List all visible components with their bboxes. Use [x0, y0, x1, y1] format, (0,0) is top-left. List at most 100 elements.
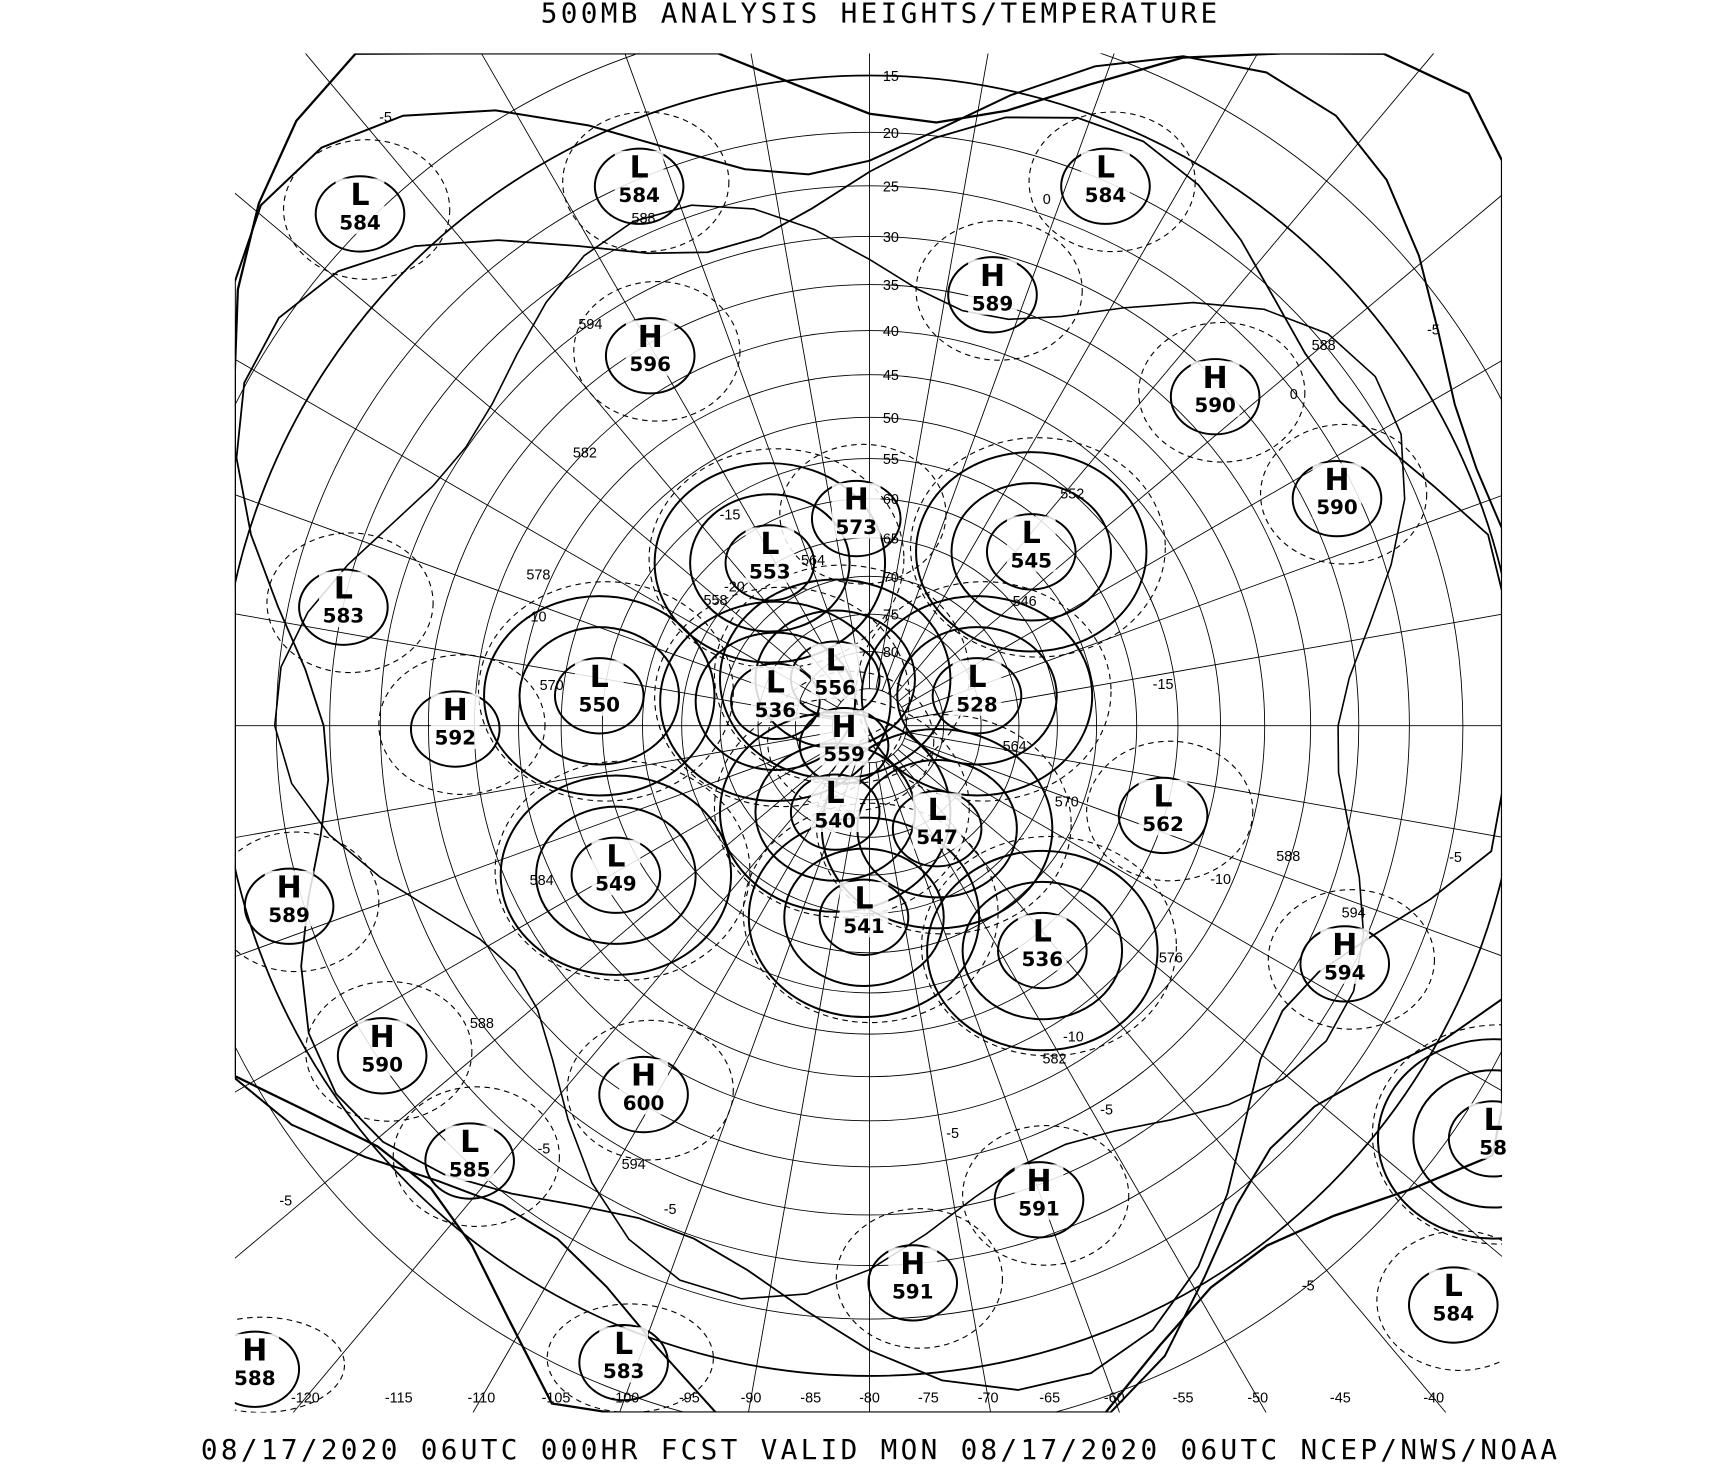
- label-background: [1468, 1103, 1518, 1159]
- latitude-label: 50: [883, 411, 899, 427]
- meridian-line: [619, 760, 858, 1413]
- center-height-value: 590: [361, 1053, 403, 1076]
- height-contour: [598, 1055, 689, 1134]
- height-contour-label: 588: [1312, 338, 1336, 354]
- low-symbol: L: [606, 839, 625, 874]
- low-symbol: L: [1096, 150, 1115, 185]
- low-symbol: L: [967, 660, 986, 695]
- low-symbol: L: [928, 793, 947, 828]
- height-contour: [891, 790, 983, 868]
- low-pressure-center: L58: [1468, 1103, 1518, 1159]
- label-background: [599, 1327, 648, 1383]
- high-symbol: H: [242, 1333, 267, 1368]
- meridian-line: [905, 613, 1503, 720]
- label-background: [1014, 1164, 1064, 1220]
- height-contour-label: 584: [530, 873, 554, 889]
- height-contour: [234, 53, 1503, 1413]
- latitude-label: 80: [883, 645, 899, 661]
- height-contour: [553, 657, 645, 735]
- longitude-label: -110: [467, 1391, 495, 1407]
- meridian-line: [234, 494, 835, 714]
- temperature-contour: [1260, 423, 1428, 565]
- height-contour: [499, 774, 733, 976]
- temperature-contour-label: -10: [1063, 1029, 1084, 1045]
- temperature-contour: [1267, 889, 1436, 1030]
- height-contour-label: 564: [801, 553, 825, 569]
- meridian-line: [750, 53, 864, 690]
- temperature-contour: [1371, 1024, 1503, 1245]
- longitude-label: -55: [1173, 1391, 1194, 1407]
- label-background: [1017, 915, 1067, 971]
- meridian-line: [887, 53, 1259, 694]
- high-symbol: H: [277, 870, 302, 905]
- height-contour: [818, 878, 910, 956]
- longitude-label: -60: [1104, 1391, 1125, 1407]
- center-height-value: 588: [234, 1367, 276, 1390]
- height-contour-label: 582: [573, 446, 597, 462]
- meridian-line: [875, 53, 989, 690]
- low-symbol: L: [854, 881, 873, 916]
- high-symbol: H: [638, 320, 663, 355]
- center-height-value: 528: [956, 693, 998, 716]
- center-height-value: 545: [1010, 549, 1052, 572]
- latitude-label: 65: [883, 531, 899, 547]
- height-contour-label: 578: [526, 567, 550, 583]
- height-contour: [273, 204, 1406, 1300]
- label-background: [810, 776, 860, 833]
- height-contour: [243, 867, 335, 945]
- longitude-label: -115: [385, 1391, 413, 1407]
- height-contour: [789, 773, 881, 851]
- height-contour-label: 564: [1003, 739, 1027, 755]
- temperature-contour-label: -5: [1449, 850, 1462, 866]
- low-symbol: L: [630, 150, 649, 185]
- center-height-value: 596: [629, 353, 671, 376]
- meridian-line: [904, 737, 1503, 957]
- temperature-contour: [494, 760, 751, 982]
- meridian-line: [234, 749, 842, 1259]
- label-background: [614, 150, 664, 207]
- meridian-line: [887, 757, 1267, 1413]
- latitude-label: 55: [883, 452, 899, 468]
- height-contour-label: 582: [1043, 1052, 1067, 1068]
- height-contour-label: 588: [632, 211, 656, 227]
- temperature-contour: [283, 139, 451, 280]
- height-contour: [860, 595, 1094, 797]
- height-contour-label: 552: [1060, 487, 1084, 503]
- height-contour: [896, 626, 1058, 766]
- high-symbol: H: [832, 710, 857, 745]
- label-background: [357, 1020, 407, 1076]
- height-contour-label: 558: [704, 593, 728, 609]
- meridian-line: [881, 53, 1115, 692]
- height-contour-label: 576: [1159, 951, 1183, 967]
- high-symbol: H: [443, 693, 468, 728]
- label-background: [810, 643, 860, 700]
- height-contour: [1169, 358, 1261, 436]
- center-height-value: 547: [916, 826, 958, 849]
- height-contour-label: 588: [1276, 849, 1300, 865]
- height-contour: [314, 175, 406, 253]
- temperature-contour: [566, 1019, 734, 1161]
- center-height-value: 600: [623, 1092, 665, 1115]
- temperature-contour-label: -5: [537, 1141, 550, 1157]
- height-contour-label: 594: [1342, 905, 1366, 921]
- meridian-line: [234, 731, 834, 839]
- height-contour: [483, 595, 716, 797]
- label-background: [751, 665, 800, 722]
- height-contour: [1060, 147, 1151, 225]
- center-height-value: 584: [1085, 184, 1127, 207]
- longitude-label: -40: [1423, 1391, 1444, 1407]
- height-contour: [234, 1330, 301, 1408]
